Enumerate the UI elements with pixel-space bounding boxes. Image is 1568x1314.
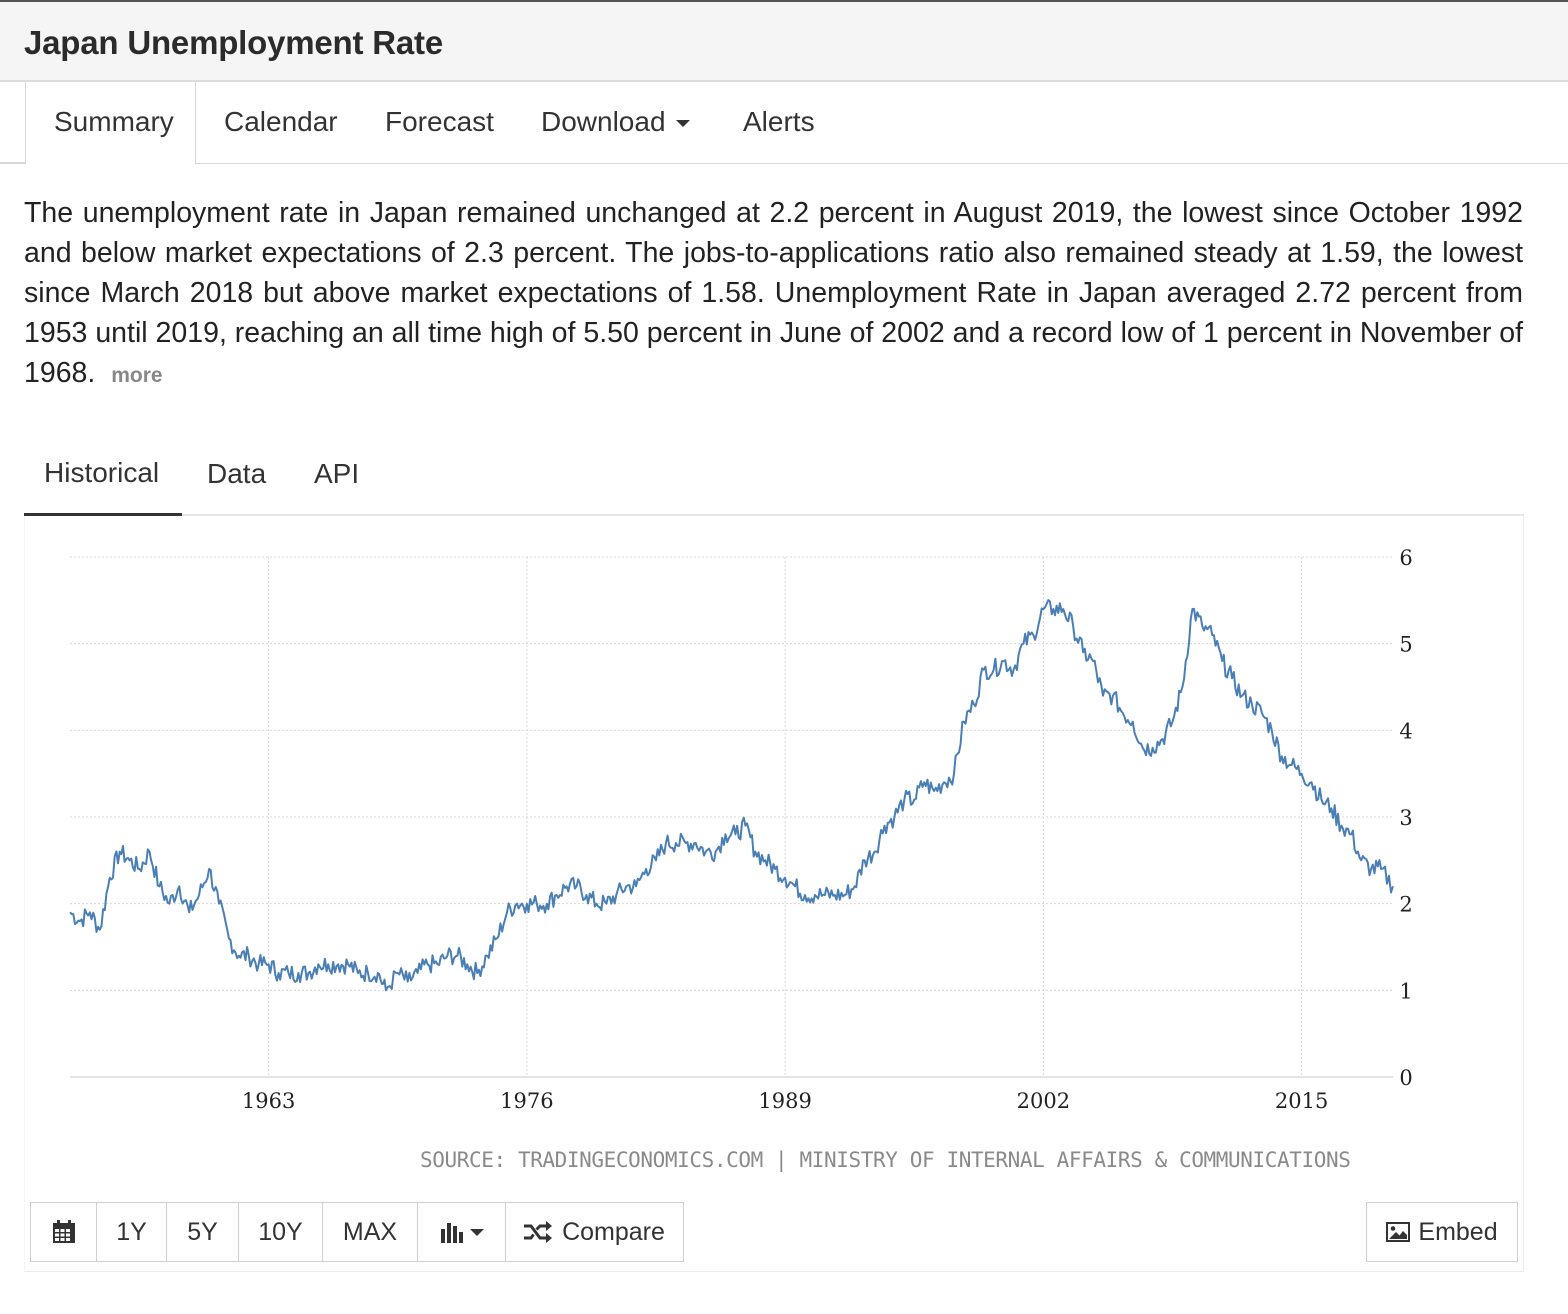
tab-api-label: API <box>314 458 360 489</box>
x-tick-label: 1989 <box>758 1089 811 1113</box>
y-tick-label: 1 <box>1399 979 1412 1003</box>
tab-download[interactable]: Download <box>541 82 690 164</box>
bar-chart-icon <box>440 1221 464 1243</box>
compare-button[interactable]: Compare <box>506 1203 683 1261</box>
tab-forecast-label: Forecast <box>385 106 494 137</box>
tab-historical-label: Historical <box>44 457 160 488</box>
caret-down-icon <box>469 1228 484 1236</box>
range-10y-button[interactable]: 10Y <box>239 1203 323 1261</box>
shuffle-icon <box>524 1221 553 1243</box>
page-title: Japan Unemployment Rate <box>24 24 444 61</box>
tab-bar-edge <box>0 82 25 163</box>
unemployment-chart: 0 1 2 3 4 5 6 1963 1976 1989 2002 2015 <box>69 546 1413 1113</box>
chart-toolbar: 1Y 5Y 10Y MAX Compare <box>30 1202 684 1262</box>
tab-historical[interactable]: Historical <box>24 440 182 516</box>
y-tick-label: 5 <box>1399 633 1412 657</box>
tab-download-label: Download <box>541 106 666 137</box>
tab-forecast[interactable]: Forecast <box>385 82 494 164</box>
y-tick-label: 0 <box>1399 1066 1412 1090</box>
tab-calendar[interactable]: Calendar <box>224 82 338 164</box>
x-tick-label: 2015 <box>1275 1089 1328 1113</box>
y-tick-label: 2 <box>1399 893 1412 917</box>
calendar-icon <box>52 1220 76 1244</box>
compare-label: Compare <box>562 1218 665 1246</box>
chart-series <box>69 599 1394 992</box>
x-tick-label: 2002 <box>1017 1089 1070 1113</box>
date-range-button[interactable] <box>31 1203 97 1261</box>
embed-button[interactable]: Embed <box>1366 1202 1518 1262</box>
chart-axes: 0 1 2 3 4 5 6 1963 1976 1989 2002 2015 <box>242 546 1413 1113</box>
y-tick-label: 4 <box>1399 719 1412 743</box>
range-1y-button[interactable]: 1Y <box>97 1203 167 1261</box>
chart-tabs: Historical Data API <box>24 440 1524 516</box>
tab-alerts-label: Alerts <box>743 106 815 137</box>
range-5y-button[interactable]: 5Y <box>167 1203 239 1261</box>
chart-source: SOURCE: TRADINGECONOMICS.COM | MINISTRY … <box>420 1148 1351 1172</box>
chart-type-button[interactable] <box>418 1203 506 1261</box>
series-line <box>69 599 1394 992</box>
x-tick-label: 1976 <box>500 1089 553 1113</box>
main-tabs: Summary Calendar Forecast Download Alert… <box>0 82 1568 165</box>
embed-label: Embed <box>1418 1217 1498 1246</box>
more-link[interactable]: more <box>111 364 163 387</box>
y-tick-label: 6 <box>1399 546 1412 570</box>
summary-text: The unemployment rate in Japan remained … <box>24 197 1523 389</box>
tab-api[interactable]: API <box>314 440 359 516</box>
chart-grid <box>70 556 1393 1078</box>
caret-down-icon <box>675 120 690 128</box>
summary-paragraph: The unemployment rate in Japan remained … <box>24 193 1523 396</box>
x-tick-label: 1963 <box>242 1089 295 1113</box>
tab-data[interactable]: Data <box>207 440 266 516</box>
title-bar: Japan Unemployment Rate <box>0 0 1568 82</box>
tab-calendar-label: Calendar <box>224 106 338 137</box>
image-icon <box>1386 1222 1411 1242</box>
tab-alerts[interactable]: Alerts <box>743 82 815 164</box>
y-tick-label: 3 <box>1399 806 1412 830</box>
tab-summary[interactable]: Summary <box>25 82 196 165</box>
tab-summary-label: Summary <box>54 106 174 137</box>
tab-data-label: Data <box>207 458 267 489</box>
range-max-button[interactable]: MAX <box>323 1203 418 1261</box>
chart-panel <box>24 516 1524 1272</box>
